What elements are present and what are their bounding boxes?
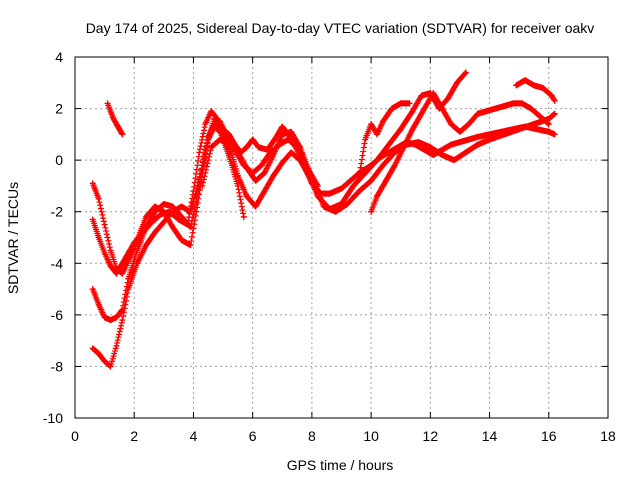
data-point <box>199 182 206 189</box>
data-point <box>356 172 363 179</box>
x-tick-label: 2 <box>130 428 138 444</box>
data-point <box>199 162 206 169</box>
y-tick-label: 2 <box>55 101 63 117</box>
x-axis-label: GPS time / hours <box>287 457 394 473</box>
series-track-a <box>104 100 126 138</box>
x-tick-label: 10 <box>363 428 379 444</box>
y-tick-label: 4 <box>55 49 63 65</box>
data-point <box>551 110 558 117</box>
x-tick-label: 14 <box>482 428 498 444</box>
y-axis: -10 -8 -6 -4 -2 0 2 4 <box>43 49 608 426</box>
series-track-f <box>199 128 321 189</box>
y-tick-label: -4 <box>51 255 64 271</box>
x-tick-label: 4 <box>190 428 198 444</box>
data-point <box>240 213 247 220</box>
series-track-h <box>368 90 552 215</box>
x-axis: 0 2 4 6 8 10 12 14 16 18 <box>71 57 616 444</box>
y-tick-label: -6 <box>51 307 64 323</box>
series-track-d <box>89 69 469 324</box>
x-tick-label: 8 <box>308 428 316 444</box>
data-point <box>187 224 194 231</box>
y-tick-label: -2 <box>51 204 64 220</box>
data-point <box>196 149 203 156</box>
data-point <box>113 342 120 349</box>
x-tick-label: 18 <box>600 428 616 444</box>
data-point <box>406 100 413 107</box>
y-tick-label: -10 <box>43 410 63 426</box>
data-point <box>193 188 200 195</box>
series-track-b <box>89 108 558 277</box>
series-track-i <box>513 77 558 104</box>
data-point <box>187 242 194 249</box>
plot-frame <box>74 56 609 419</box>
data-point <box>119 317 126 324</box>
series-track-e <box>89 123 247 370</box>
data-point <box>101 221 108 228</box>
data-point <box>551 97 558 104</box>
data-point <box>95 195 102 202</box>
y-axis-label: SDTVAR / TECUs <box>5 182 21 294</box>
data-point <box>400 144 407 151</box>
data-point <box>462 69 469 76</box>
x-tick-label: 6 <box>249 428 257 444</box>
data-point <box>234 182 241 189</box>
x-tick-label: 16 <box>541 428 557 444</box>
plot-area <box>89 69 558 370</box>
y-tick-label: 0 <box>55 152 63 168</box>
chart-title: Day 174 of 2025, Sidereal Day-to-day VTE… <box>86 20 595 36</box>
x-tick-label: 12 <box>423 428 439 444</box>
series-track-g <box>356 100 413 179</box>
data-point <box>551 131 558 138</box>
x-tick-label: 0 <box>71 428 79 444</box>
data-point <box>119 131 126 138</box>
y-tick-label: -8 <box>51 358 64 374</box>
data-point <box>545 121 552 128</box>
grid <box>75 57 608 418</box>
data-point <box>314 182 321 189</box>
